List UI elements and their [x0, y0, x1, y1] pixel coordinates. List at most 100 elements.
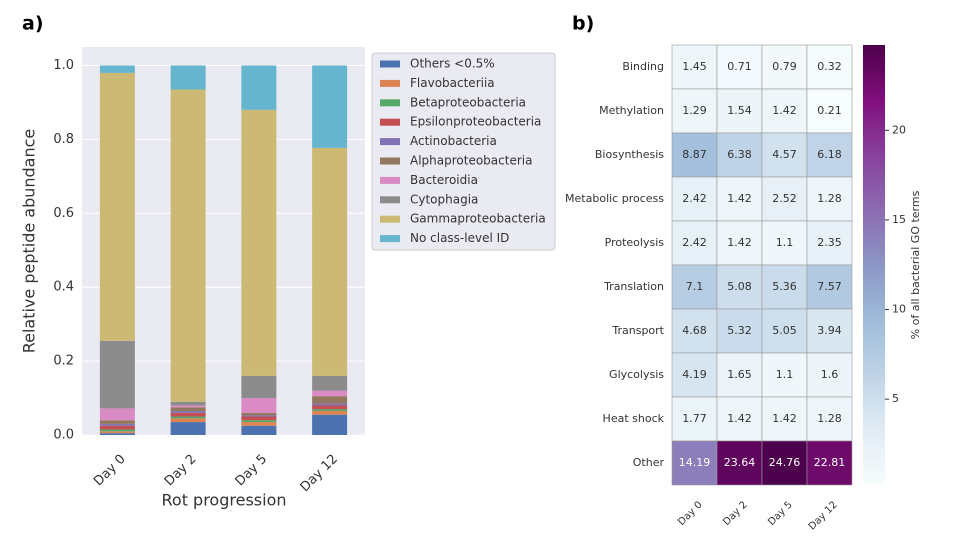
bar-segment	[170, 418, 206, 423]
cell-label: 1.54	[727, 104, 752, 117]
heatmap-cell	[806, 264, 853, 310]
cell-label: 1.6	[821, 368, 839, 381]
bar-segment	[99, 65, 135, 73]
heatmap-cell	[671, 352, 718, 398]
bar-segment	[99, 420, 135, 424]
bar-segment	[241, 422, 277, 426]
x-tick-label: Day 12	[298, 452, 341, 495]
heatmap-cell	[716, 220, 763, 266]
cell-label: 7.57	[817, 280, 842, 293]
y-axis-label: Relative peptide abundance	[20, 129, 39, 354]
x-tick-label: Day 5	[233, 452, 271, 490]
cell-label: 5.08	[727, 280, 752, 293]
y-tick-label: 0.0	[53, 428, 74, 443]
cell-label: 3.94	[817, 324, 842, 337]
cell-label: 24.76	[769, 456, 801, 469]
legend-swatch	[380, 138, 400, 146]
cell-label: 6.38	[727, 148, 752, 161]
bar-segment	[312, 414, 348, 435]
heatmap-cell	[761, 132, 808, 178]
bar-segment	[241, 425, 277, 435]
heatmap-cell	[716, 44, 763, 90]
row-label: Other	[633, 456, 665, 469]
cell-label: 23.64	[724, 456, 756, 469]
cell-label: 5.05	[772, 324, 797, 337]
bar-segment	[99, 423, 135, 426]
bar-segment	[312, 403, 348, 406]
bar-segment	[241, 65, 277, 110]
heatmap-cell	[716, 440, 763, 486]
panel-label: b)	[572, 13, 594, 35]
x-axis-label: Rot progression	[162, 491, 287, 510]
cell-label: 0.21	[817, 104, 842, 117]
cell-label: 4.68	[682, 324, 707, 337]
row-label: Transport	[611, 324, 664, 337]
bar-segment	[312, 410, 348, 415]
bar-segment	[99, 72, 135, 341]
bar-segment	[312, 147, 348, 376]
row-label: Binding	[622, 60, 664, 73]
colorbar-tick-label: 20	[892, 123, 906, 136]
y-tick-label: 1.0	[53, 58, 74, 73]
row-label: Glycolysis	[609, 368, 664, 381]
legend-label: Others <0.5%	[410, 57, 495, 71]
bar-segment	[312, 405, 348, 410]
legend-swatch	[380, 60, 400, 68]
cell-label: 1.65	[727, 368, 752, 381]
legend-label: Cytophagia	[410, 192, 478, 206]
cell-label: 0.32	[817, 60, 842, 73]
cell-label: 14.19	[679, 456, 711, 469]
cell-label: 1.1	[776, 368, 794, 381]
heatmap-cell	[671, 440, 718, 486]
row-label: Heat shock	[603, 412, 665, 425]
colorbar-tick-label: 5	[892, 392, 899, 405]
bar-segment	[312, 409, 348, 411]
bar-segment	[170, 422, 206, 435]
cell-label: 4.57	[772, 148, 797, 161]
legend-label: Epsilonproteobacteria	[410, 115, 541, 129]
cell-label: 2.42	[682, 236, 707, 249]
cell-label: 0.71	[727, 60, 752, 73]
x-tick-label: Day 2	[162, 452, 200, 490]
legend-label: Betaproteobacteria	[410, 95, 526, 109]
heatmap-cell	[806, 396, 853, 442]
bar-segment	[170, 416, 206, 419]
cell-label: 5.32	[727, 324, 752, 337]
y-tick-label: 0.4	[53, 280, 74, 295]
heatmap-cell	[806, 88, 853, 134]
y-tick-label: 0.8	[53, 132, 74, 147]
bar-segment	[170, 401, 206, 406]
cell-label: 1.1	[776, 236, 794, 249]
bar-segment	[241, 420, 277, 423]
cell-label: 22.81	[814, 456, 846, 469]
cell-label: 2.42	[682, 192, 707, 205]
x-tick-label: Day 12	[807, 499, 840, 532]
cell-label: 1.42	[772, 412, 797, 425]
heatmap-cell	[716, 352, 763, 398]
heatmap-cell	[671, 220, 718, 266]
legend-label: Alphaproteobacteria	[410, 154, 532, 168]
heatmap-cell	[806, 440, 853, 486]
bar-segment	[99, 429, 135, 432]
heatmap-cell	[806, 176, 853, 222]
heatmap-cell	[761, 88, 808, 134]
bar-segment	[312, 375, 348, 391]
heatmap-cell	[806, 352, 853, 398]
cell-label: 5.36	[772, 280, 797, 293]
bar-segment	[99, 433, 135, 435]
bar-segment	[99, 431, 135, 434]
heatmap-cell	[671, 396, 718, 442]
bar-segment	[312, 390, 348, 397]
colorbar-tick-label: 10	[892, 303, 906, 316]
cell-label: 1.28	[817, 412, 842, 425]
legend-swatch	[380, 235, 400, 243]
legend-swatch	[380, 196, 400, 204]
colorbar-tick-label: 15	[892, 213, 906, 226]
cell-label: 1.28	[817, 192, 842, 205]
cell-label: 4.19	[682, 368, 707, 381]
colorbar-label: % of all bacterial GO terms	[909, 190, 922, 339]
heatmap-cell	[806, 44, 853, 90]
heatmap-cell	[806, 308, 853, 354]
heatmap-cell	[761, 308, 808, 354]
row-label: Biosynthesis	[595, 148, 664, 161]
